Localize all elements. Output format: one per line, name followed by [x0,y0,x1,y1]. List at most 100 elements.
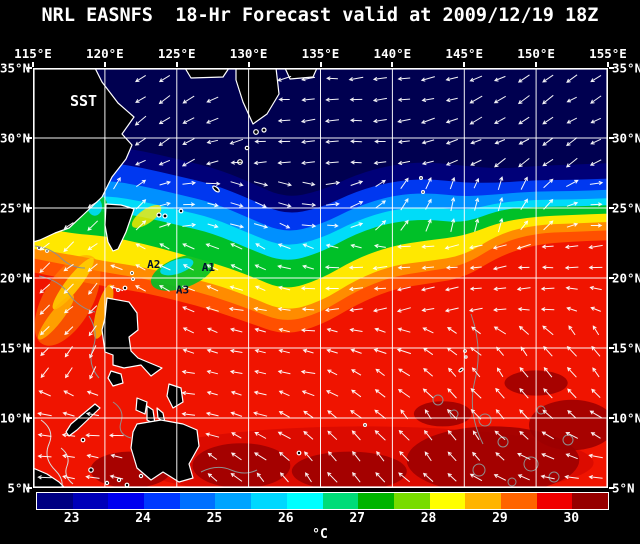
land-kyushu [235,68,280,125]
colorbar-segment [322,493,359,509]
island-okinawa [212,185,220,193]
axis-tick [27,347,32,349]
annotation-layer: SST A1 A2 A3 [70,92,215,296]
island-batan [129,270,135,276]
warm-pool [529,399,608,451]
bathy-contour-sulu [112,401,132,439]
colorbar-segment [465,493,501,509]
bathy-atoll-4 [548,471,560,483]
field-name-label: SST [70,92,97,110]
island-miyako [178,208,184,214]
land-china-coast [33,68,135,243]
axis-tick [609,487,614,489]
colorbar-segment [393,493,430,509]
warm-pool [192,443,291,488]
land-luzon [101,297,163,377]
bathy-atoll-5 [472,463,486,477]
bathy-atoll-2 [497,436,509,448]
bathy-contour-mariana-arc [470,313,484,445]
bathy-atoll-3 [523,456,539,472]
current-vectors [37,74,604,483]
axis-tick [175,62,178,67]
island-palau [296,450,302,456]
station-label-A3: A3 [176,283,189,296]
station-label-A2: A2 [147,258,160,271]
lat-tick-label: 5°N [612,480,635,496]
islet-sw1 [88,467,94,473]
lon-tick-label: 140°E [373,46,412,61]
axis-tick [27,487,32,489]
axis-tick [247,62,250,67]
lon-tick-label: 155°E [589,46,627,61]
map-canvas: SST A1 A2 A3 [33,68,608,488]
axis-tick [319,62,322,67]
colorbar-unit-label: °C [312,527,328,542]
colorbar-segment [72,493,109,509]
islet-pearl2 [45,249,49,253]
lat-tick-label: 25°N [0,200,31,216]
lon-tick-label: 115°E [14,46,52,61]
lat-tick-label: 20°N [612,270,640,286]
land-mindoro [107,370,124,387]
axis-tick [535,62,538,67]
colorbar-tick-label: 28 [420,511,437,526]
lon-tick-label: 120°E [86,46,124,61]
islet-sw2 [124,482,130,488]
shelf-contour-sw-2 [60,447,74,485]
islet-sulu2 [116,477,122,483]
scs-cool-streak-1 [52,257,94,310]
bathy-atoll-6 [507,477,517,487]
islet-sw3 [80,437,86,443]
colorbar-segment [108,493,145,509]
lat-tick-label: 5°N [7,480,30,496]
colorbar-segment [286,493,323,509]
colorbar [36,492,609,510]
lon-tick-label: 145°E [445,46,484,61]
colorbar-segment [536,493,573,509]
island-iriomote [156,212,162,218]
lon-tick-label: 125°E [157,46,196,61]
colorbar-segment [358,493,394,509]
island-guam [458,367,464,373]
land-taiwan [104,203,135,252]
shelf-contour-sw-1 [40,419,63,488]
axis-tick [609,67,614,69]
axis-tick [463,62,466,67]
land-panay [135,397,148,415]
station-label-A1: A1 [202,261,216,274]
colorbar-segment [37,493,73,509]
axis-tick [609,277,614,279]
island-bonin2 [421,189,426,194]
lat-tick-label: 20°N [0,270,31,286]
stations-cool-tongue [150,254,215,291]
ne-taiwan-warm-streak [131,204,162,228]
axis-tick [609,137,614,139]
axis-tick [32,62,34,67]
lon-tick-label: 130°E [229,46,268,61]
colorbar-tick-label: 29 [492,511,508,526]
island-yakushima [253,129,259,135]
lat-tick-label: 15°N [612,340,640,356]
colorbar-tick-label: 23 [63,511,80,526]
bathy-contour-scs-slope [38,275,96,313]
island-ishigaki [162,213,168,219]
lat-tick-label: 35°N [612,60,640,76]
island-babuyan [122,285,128,291]
colorbar-segment [179,493,216,509]
map-border [33,68,608,488]
islet-sulu1 [138,473,144,479]
bathy-contour-se-mindanao [200,466,258,474]
axis-tick [27,207,32,209]
colorbar-tick-label: 25 [206,511,223,526]
land-shikoku [284,68,318,80]
colorbar-tick-label: 24 [135,511,151,526]
colorbar-segment [572,493,608,509]
colorbar-tick-label: 30 [563,511,580,526]
island-yap [363,423,368,428]
lon-tick-label: 150°E [517,46,555,61]
lat-tick-label: 15°N [0,340,31,356]
lat-tick-label: 25°N [612,200,640,216]
plot-title: NRL EASNFS 18-Hr Forecast valid at 2009/… [41,5,599,26]
colorbar-tick-label: 26 [277,511,294,526]
